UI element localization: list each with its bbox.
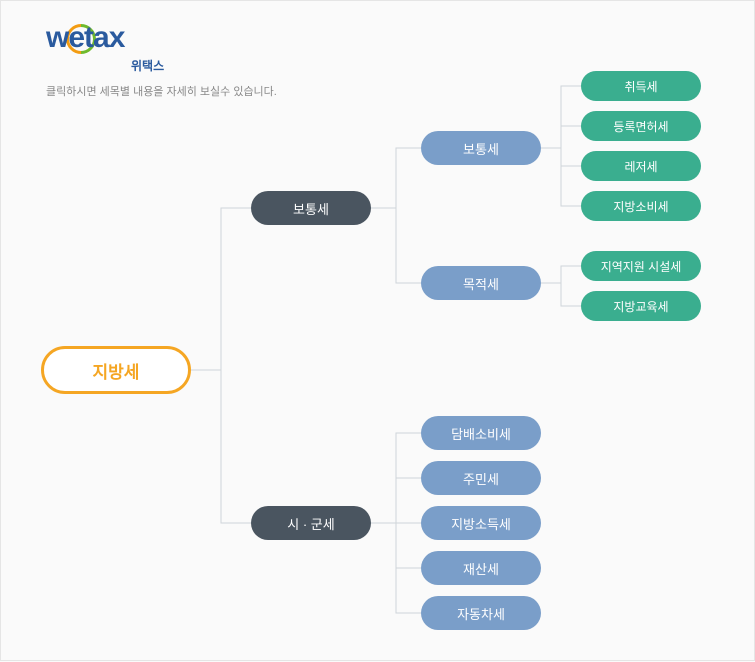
- logo: wetax: [46, 23, 124, 53]
- node-l3c2[interactable]: 주민세: [421, 461, 541, 495]
- node-label: 지방세: [93, 358, 140, 383]
- node-l4a3[interactable]: 레저세: [581, 151, 701, 181]
- node-label: 등록면허세: [613, 118, 668, 135]
- page-subtitle: 클릭하시면 세목별 내용을 자세히 보실수 있습니다.: [46, 83, 277, 99]
- node-l4a4[interactable]: 지방소비세: [581, 191, 701, 221]
- logo-post: tax: [84, 21, 124, 54]
- node-l3c1[interactable]: 담배소비세: [421, 416, 541, 450]
- node-label: 지방소득세: [451, 514, 511, 533]
- node-l3b[interactable]: 목적세: [421, 266, 541, 300]
- node-l4b2[interactable]: 지방교육세: [581, 291, 701, 321]
- node-label: 레저세: [624, 158, 657, 175]
- node-l2b[interactable]: 시 · 군세: [251, 506, 371, 540]
- node-l3c3[interactable]: 지방소득세: [421, 506, 541, 540]
- node-root[interactable]: 지방세: [41, 346, 191, 394]
- node-label: 재산세: [463, 559, 499, 578]
- node-label: 자동차세: [457, 604, 505, 623]
- node-label: 지방소비세: [613, 198, 668, 215]
- logo-e: e: [68, 23, 84, 53]
- node-l4a1[interactable]: 취득세: [581, 71, 701, 101]
- node-label: 목적세: [463, 274, 499, 293]
- node-l3a[interactable]: 보통세: [421, 131, 541, 165]
- node-label: 보통세: [463, 139, 499, 158]
- node-label: 담배소비세: [451, 424, 511, 443]
- node-l4a2[interactable]: 등록면허세: [581, 111, 701, 141]
- node-label: 주민세: [463, 469, 499, 488]
- node-label: 취득세: [624, 78, 657, 95]
- node-label: 지역지원 시설세: [601, 258, 682, 275]
- node-l3c5[interactable]: 자동차세: [421, 596, 541, 630]
- logo-pre: w: [46, 21, 68, 54]
- node-label: 보통세: [293, 199, 329, 218]
- logo-subtext: 위택스: [131, 57, 164, 74]
- node-l2a[interactable]: 보통세: [251, 191, 371, 225]
- node-l4b1[interactable]: 지역지원 시설세: [581, 251, 701, 281]
- node-l3c4[interactable]: 재산세: [421, 551, 541, 585]
- node-label: 지방교육세: [613, 298, 668, 315]
- node-label: 시 · 군세: [287, 514, 334, 533]
